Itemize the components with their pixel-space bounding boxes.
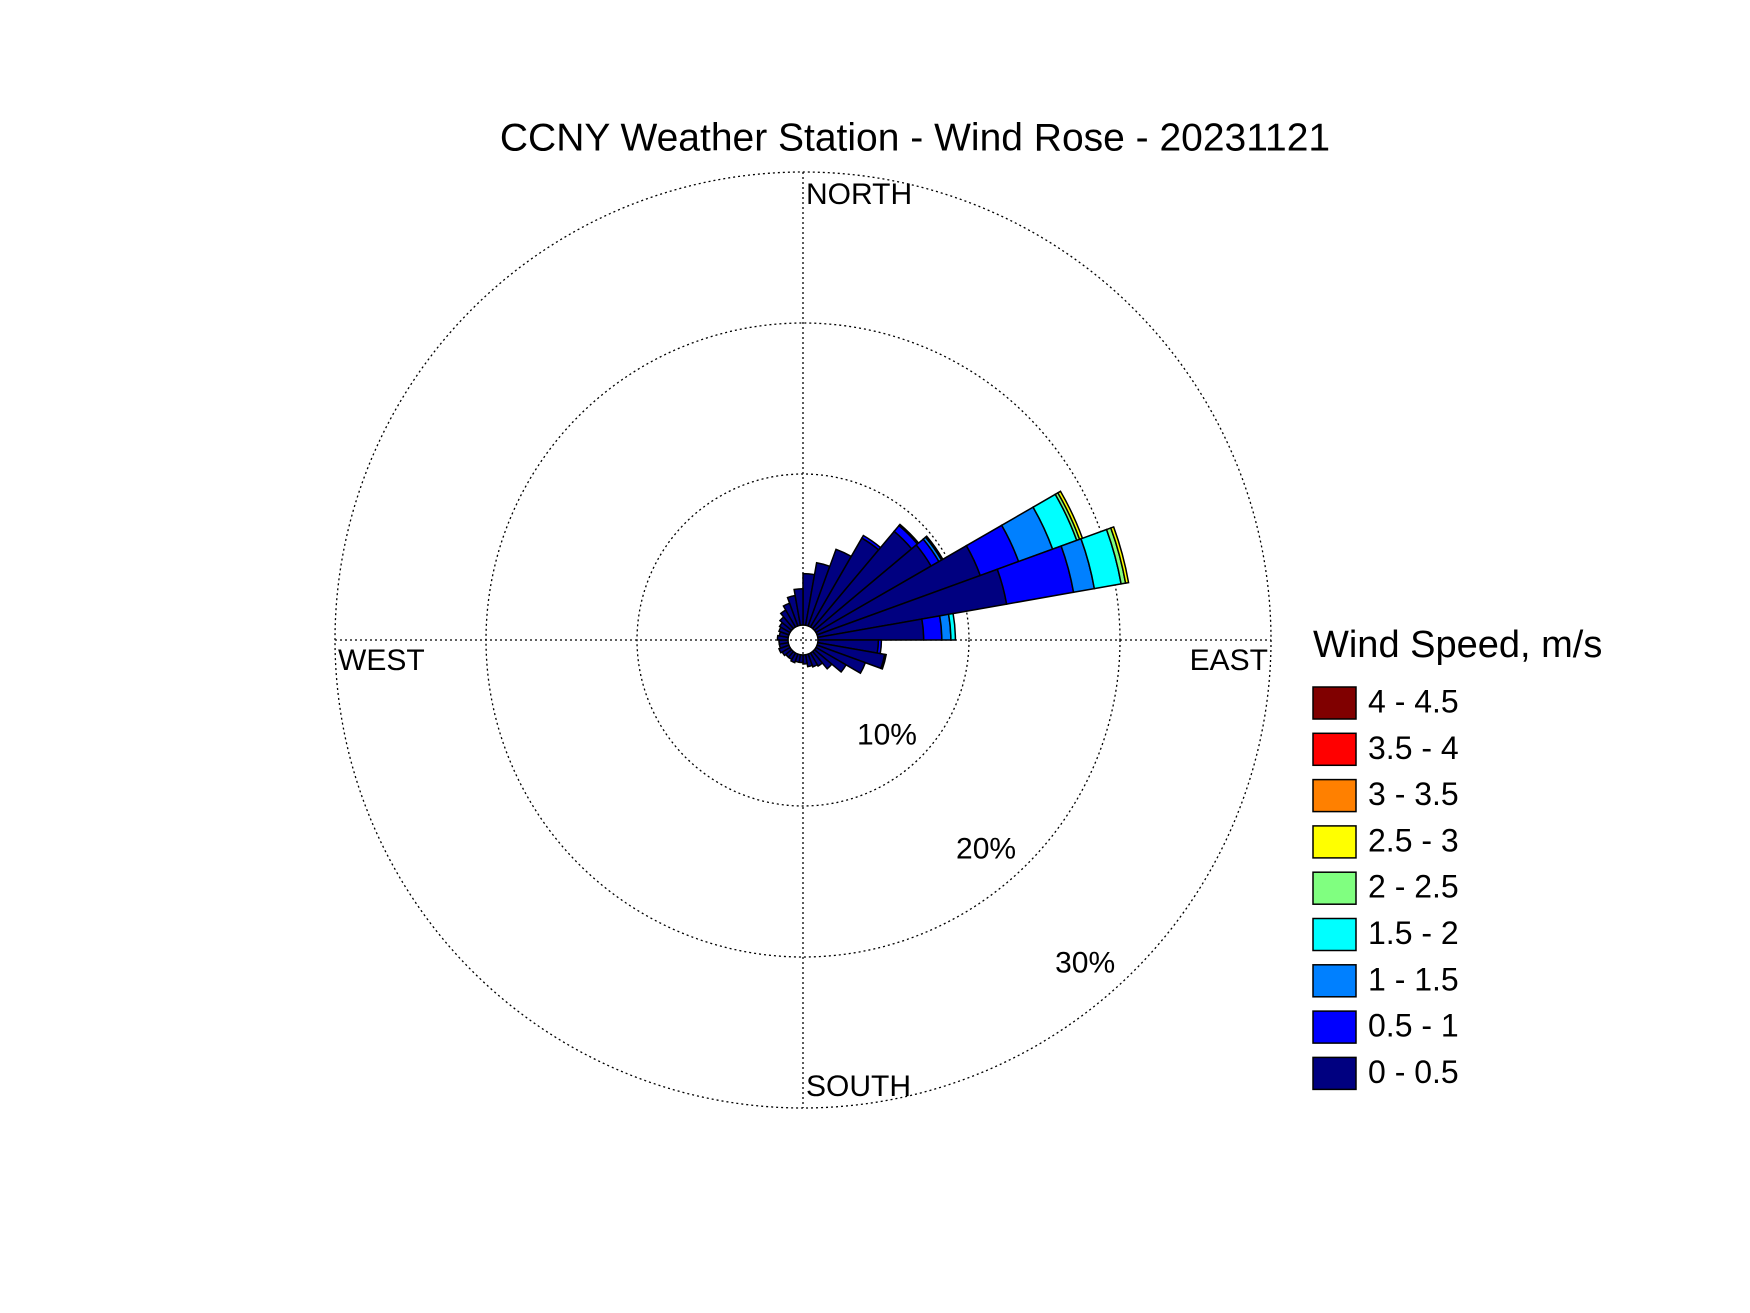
legend-swatch	[1312, 825, 1357, 859]
grid-circle	[334, 171, 1272, 1109]
grid-circle	[485, 322, 1121, 958]
legend-title: Wind Speed, m/s	[1313, 624, 1602, 666]
legend-label: 2 - 2.5	[1368, 869, 1459, 905]
wind-segment	[793, 588, 804, 627]
direction-label: WEST	[338, 644, 425, 677]
r-tick-label: 30%	[1055, 946, 1115, 979]
wind-segment	[1109, 525, 1130, 584]
r-tick-label: 20%	[956, 832, 1016, 865]
wind-segment	[947, 612, 957, 641]
legend-swatch	[1312, 1010, 1357, 1044]
wind-segment	[920, 615, 943, 641]
legend-swatch	[1312, 686, 1357, 720]
wind-segment	[876, 639, 883, 655]
direction-label: SOUTH	[806, 1070, 911, 1103]
direction-label: EAST	[1190, 644, 1268, 677]
r-tick-label: 10%	[857, 719, 917, 752]
legend-label: 0.5 - 1	[1368, 1008, 1459, 1044]
legend-swatch	[1312, 871, 1357, 905]
legend-label: 0 - 0.5	[1368, 1054, 1459, 1090]
direction-label: NORTH	[806, 178, 912, 211]
chart-title: CCNY Weather Station - Wind Rose - 20231…	[500, 116, 1330, 159]
legend-swatch	[1312, 778, 1357, 813]
legend-label: 3 - 3.5	[1368, 776, 1459, 812]
legend-label: 2.5 - 3	[1368, 822, 1459, 858]
legend-label: 1.5 - 2	[1368, 915, 1459, 951]
legend-swatch	[1312, 1056, 1357, 1091]
legend-label: 3.5 - 4	[1368, 730, 1459, 766]
legend-label: 4 - 4.5	[1368, 683, 1459, 719]
legend-label: 1 - 1.5	[1368, 961, 1459, 997]
legend-swatch	[1312, 732, 1357, 767]
legend-swatch	[1312, 964, 1357, 998]
grid-circle	[636, 473, 970, 807]
legend-swatch	[1312, 917, 1357, 952]
wind-segment	[879, 653, 888, 670]
